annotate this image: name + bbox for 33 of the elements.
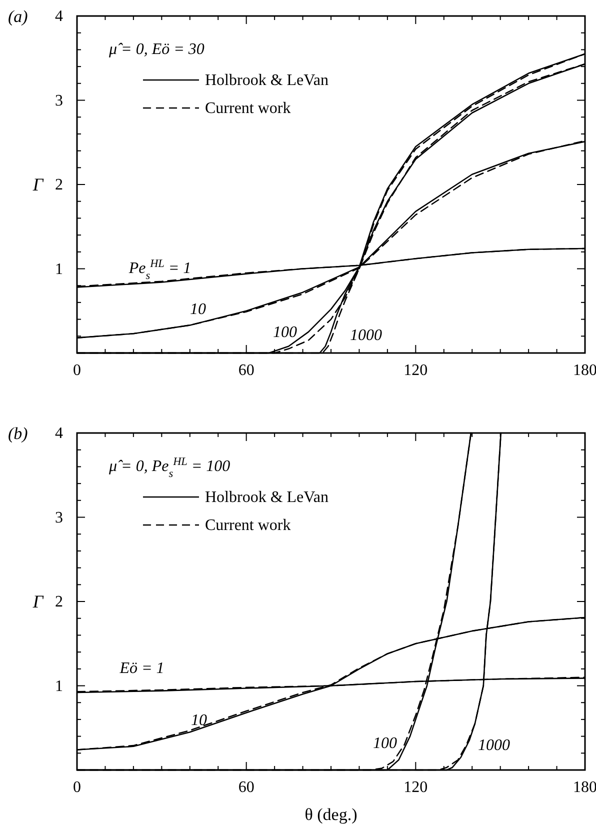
annotation: 10 <box>191 712 207 729</box>
x-tick-label: 60 <box>238 779 254 796</box>
annotation: 100 <box>373 735 397 752</box>
x-tick-label: 0 <box>73 779 81 796</box>
y-tick-label: 1 <box>55 260 63 278</box>
y-tick-label: 2 <box>55 594 63 610</box>
y-tick-label: 2 <box>55 176 63 194</box>
legend-label: Holbrook & LeVan <box>205 489 329 506</box>
chart-title: (a) <box>8 7 28 26</box>
annotation: 1000 <box>478 737 510 754</box>
y-tick-label: 4 <box>55 8 63 25</box>
y-tick-label: 1 <box>55 678 63 695</box>
y-tick-label: 3 <box>55 509 63 526</box>
x-axis-title: θ (deg.) <box>304 805 358 824</box>
x-tick-label: 120 <box>404 779 428 796</box>
y-tick-label: 3 <box>55 92 63 110</box>
legend-title: μ̂ = 0, Eö = 30 <box>108 41 204 58</box>
y-axis-title: Γ <box>32 592 44 612</box>
annotation: 1000 <box>350 327 382 344</box>
y-tick-label: 4 <box>55 425 63 442</box>
x-tick-label: 0 <box>73 362 81 379</box>
x-tick-label: 120 <box>404 362 428 379</box>
annotation: 100 <box>273 324 297 341</box>
annotation: Eö = 1 <box>118 660 164 677</box>
y-axis-title: Γ <box>32 174 44 194</box>
annotation: Pe$_{s}$$^{HL}$ = 1 <box>128 258 192 282</box>
x-tick-label: 60 <box>238 362 254 379</box>
legend-label: Current work <box>205 517 291 534</box>
legend-label: Holbrook & LeVan <box>205 72 329 89</box>
annotation: 10 <box>190 301 206 318</box>
legend-title: μ̂ = 0, Pe$_{s}$$^{HL}$ = 100 <box>108 456 230 480</box>
legend-label: Current work <box>205 100 291 117</box>
chart-title: (b) <box>8 424 28 443</box>
